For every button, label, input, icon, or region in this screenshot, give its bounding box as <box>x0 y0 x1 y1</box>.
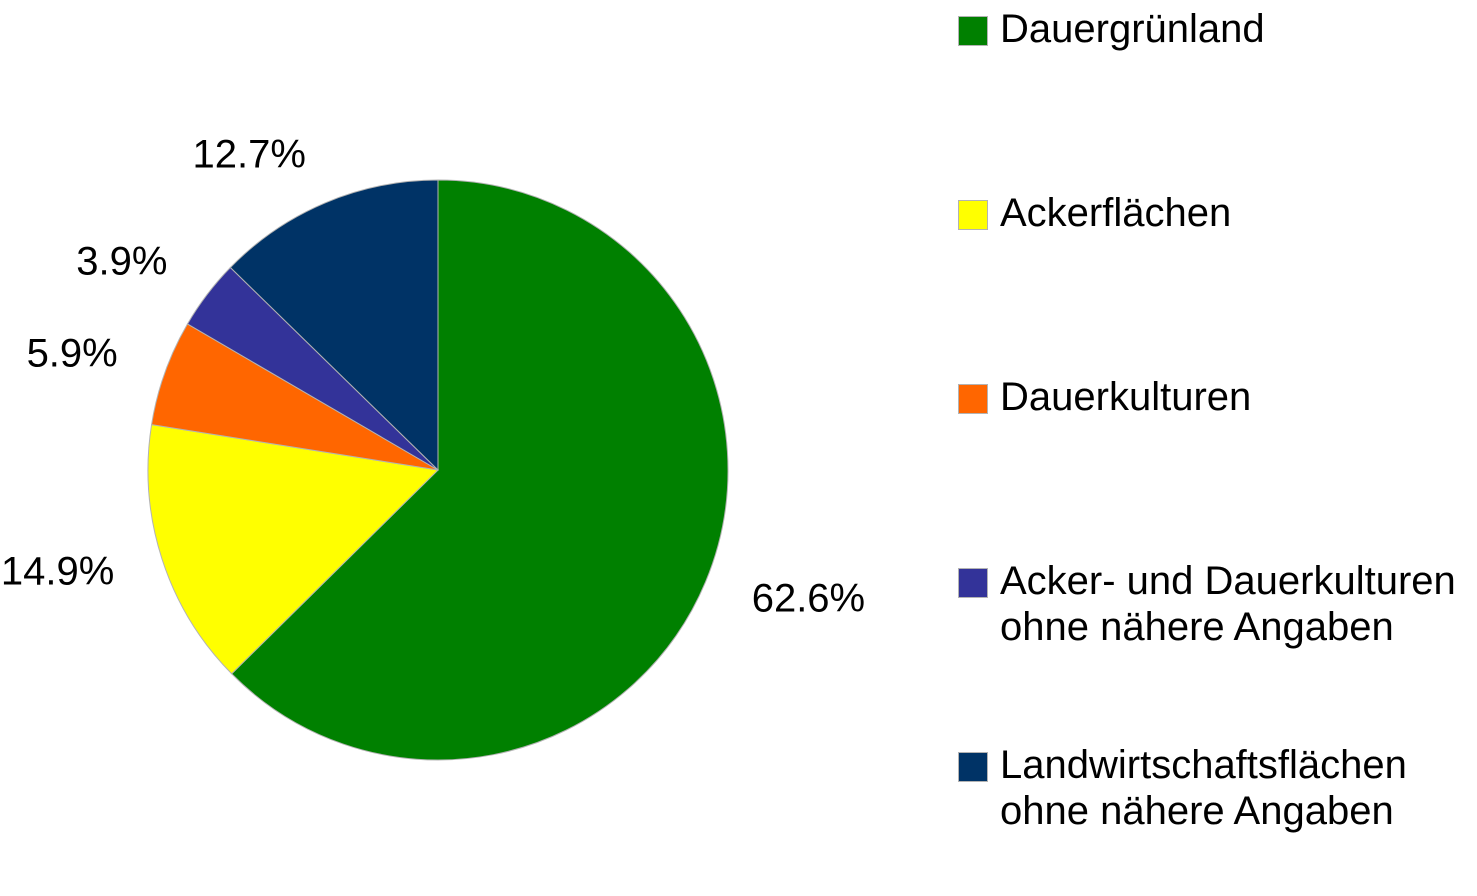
legend-label: Dauerkulturen <box>1000 375 1252 419</box>
legend-swatch <box>958 384 988 414</box>
legend-entry: Landwirtschaftsflächen ohne nähere Angab… <box>958 742 1468 834</box>
legend-swatch <box>958 200 988 230</box>
legend-entry: Acker- und Dauerkulturen ohne nähere Ang… <box>958 558 1468 650</box>
legend-entry: Ackerflächen <box>958 190 1468 236</box>
data-label: 62.6% <box>752 577 865 621</box>
legend-label: Acker- und Dauerkulturen ohne nähere Ang… <box>1000 559 1456 649</box>
pie-slice <box>229 179 439 472</box>
data-label: 5.9% <box>27 331 118 375</box>
pie-slice <box>147 424 440 675</box>
data-label: 12.7% <box>192 132 305 176</box>
legend-label: Ackerflächen <box>1000 191 1232 235</box>
legend-swatch <box>958 568 988 598</box>
pie-slice <box>230 179 729 761</box>
legend-label: Dauergrünland <box>1000 7 1265 51</box>
legend-entry: Dauerkulturen <box>958 374 1468 420</box>
legend-swatch <box>958 752 988 782</box>
data-label: 3.9% <box>76 240 167 284</box>
legend-entry: Dauergrünland <box>958 6 1468 52</box>
legend-swatch <box>958 16 988 46</box>
data-label: 14.9% <box>1 550 114 594</box>
legend-label: Landwirtschaftsflächen ohne nähere Angab… <box>1000 743 1407 833</box>
